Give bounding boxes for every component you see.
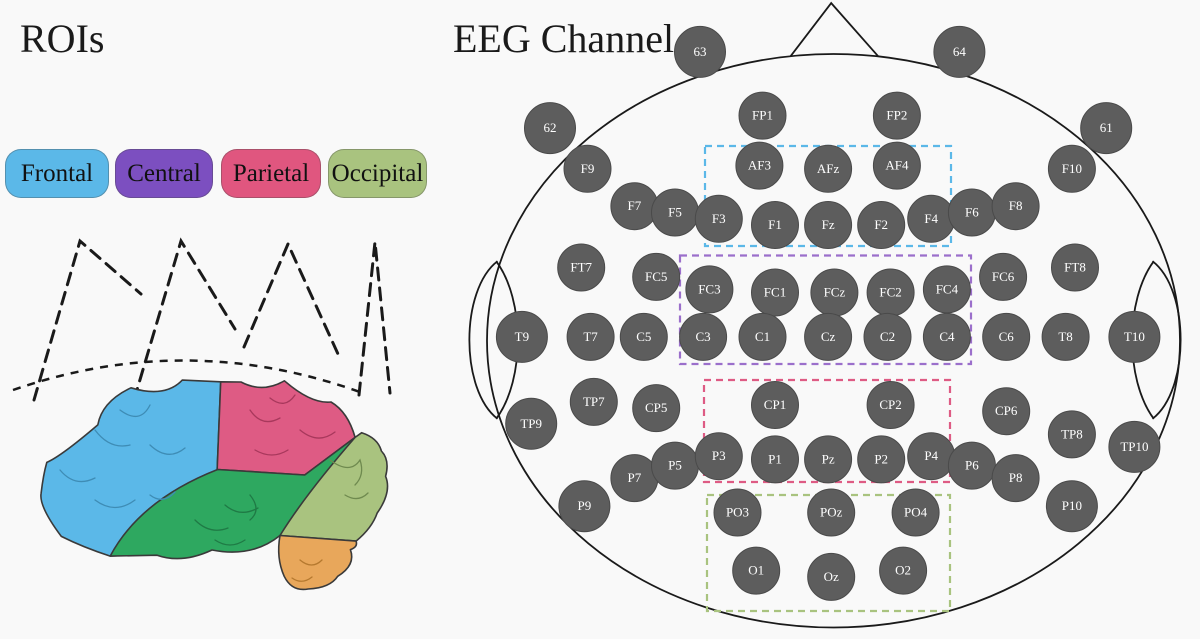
svg-text:FT8: FT8: [1064, 259, 1086, 274]
svg-text:C3: C3: [696, 329, 711, 344]
svg-text:CP1: CP1: [764, 397, 786, 412]
svg-text:FC3: FC3: [698, 281, 720, 296]
svg-text:PO4: PO4: [904, 504, 928, 519]
svg-text:AFz: AFz: [817, 161, 840, 176]
svg-text:FT7: FT7: [570, 259, 592, 274]
svg-text:CP5: CP5: [645, 400, 667, 415]
svg-text:F4: F4: [924, 211, 938, 226]
svg-text:P8: P8: [1009, 470, 1023, 485]
svg-text:FC6: FC6: [992, 269, 1015, 284]
svg-text:TP7: TP7: [583, 394, 605, 409]
svg-text:C6: C6: [999, 329, 1015, 344]
svg-text:P2: P2: [874, 451, 888, 466]
svg-text:F6: F6: [965, 204, 979, 219]
svg-text:PO3: PO3: [726, 504, 749, 519]
svg-text:C2: C2: [880, 329, 895, 344]
svg-text:F2: F2: [874, 217, 888, 232]
svg-text:CP2: CP2: [879, 397, 901, 412]
svg-text:P6: P6: [965, 458, 979, 473]
svg-text:T10: T10: [1124, 329, 1145, 344]
svg-text:P3: P3: [712, 448, 726, 463]
svg-text:F1: F1: [768, 217, 782, 232]
svg-text:C5: C5: [636, 329, 651, 344]
svg-text:P4: P4: [924, 448, 938, 463]
svg-text:Oz: Oz: [824, 569, 839, 584]
svg-text:FC2: FC2: [879, 284, 901, 299]
svg-text:FC5: FC5: [645, 269, 667, 284]
svg-text:F10: F10: [1062, 161, 1082, 176]
svg-text:P1: P1: [768, 451, 782, 466]
svg-text:P7: P7: [628, 470, 642, 485]
svg-text:POz: POz: [820, 504, 843, 519]
svg-text:F8: F8: [1009, 198, 1023, 213]
svg-text:63: 63: [694, 44, 707, 59]
svg-text:FC1: FC1: [764, 284, 786, 299]
svg-text:P10: P10: [1062, 498, 1082, 513]
svg-text:TP10: TP10: [1120, 439, 1148, 454]
svg-text:FCz: FCz: [824, 284, 846, 299]
svg-text:AF4: AF4: [885, 158, 909, 173]
svg-text:F9: F9: [581, 161, 595, 176]
svg-text:61: 61: [1100, 120, 1113, 135]
svg-text:C1: C1: [755, 329, 770, 344]
svg-text:C4: C4: [939, 329, 955, 344]
svg-text:F5: F5: [668, 204, 682, 219]
svg-text:64: 64: [953, 44, 967, 59]
svg-text:T9: T9: [515, 329, 529, 344]
svg-text:FC4: FC4: [936, 281, 959, 296]
svg-text:F3: F3: [712, 211, 726, 226]
svg-text:62: 62: [544, 120, 557, 135]
svg-text:Cz: Cz: [821, 329, 836, 344]
svg-text:FP2: FP2: [886, 108, 907, 123]
svg-text:Fz: Fz: [822, 217, 835, 232]
svg-text:P5: P5: [668, 458, 682, 473]
svg-text:T7: T7: [583, 329, 598, 344]
svg-text:T8: T8: [1058, 329, 1072, 344]
svg-text:O1: O1: [748, 563, 764, 578]
svg-text:P9: P9: [578, 498, 592, 513]
svg-text:FP1: FP1: [752, 108, 773, 123]
svg-text:TP8: TP8: [1061, 426, 1083, 441]
svg-text:O2: O2: [895, 563, 911, 578]
svg-text:Pz: Pz: [822, 451, 835, 466]
svg-text:F7: F7: [628, 198, 642, 213]
svg-text:AF3: AF3: [748, 158, 771, 173]
svg-text:TP9: TP9: [520, 416, 542, 431]
svg-text:CP6: CP6: [995, 403, 1018, 418]
